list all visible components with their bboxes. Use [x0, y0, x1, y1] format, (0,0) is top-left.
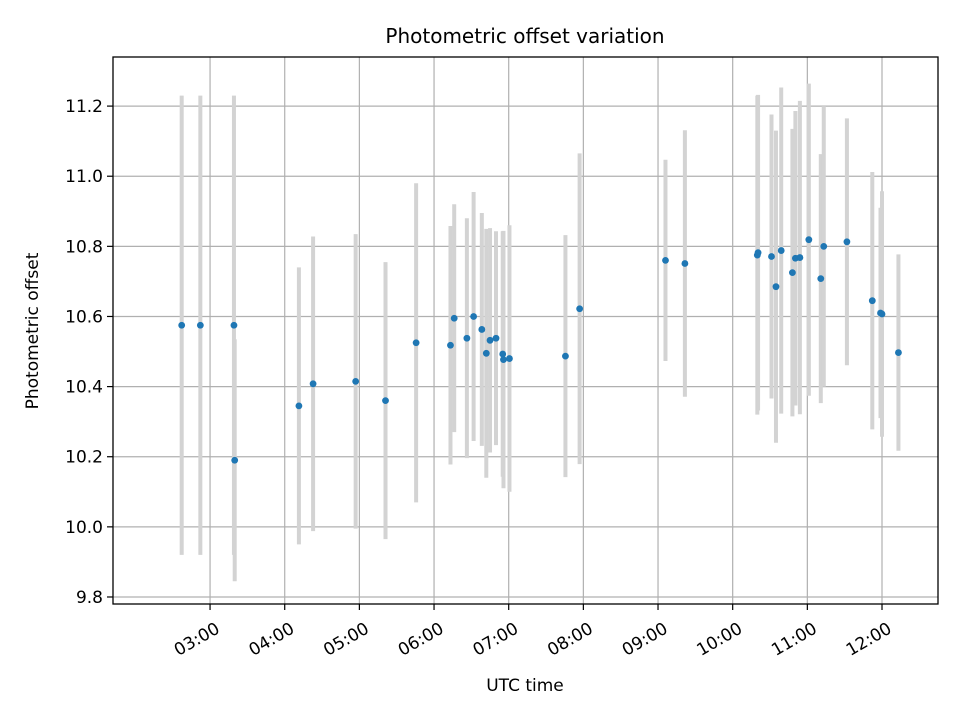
marker-layer — [178, 236, 902, 464]
data-point — [482, 349, 490, 357]
y-tick-label: 11.0 — [65, 167, 103, 187]
data-point — [789, 269, 796, 277]
data-point — [478, 326, 486, 333]
data-point — [843, 238, 851, 246]
data-point — [506, 355, 513, 362]
data-point — [805, 236, 813, 244]
y-tick-label: 11.2 — [65, 97, 103, 117]
data-point — [878, 310, 886, 318]
x-axis-label: UTC time — [486, 676, 564, 696]
data-point — [681, 260, 689, 267]
plot-area — [113, 57, 938, 604]
data-point — [295, 402, 303, 410]
data-point — [895, 349, 902, 356]
data-point — [777, 247, 785, 254]
data-point — [486, 336, 494, 344]
data-point — [820, 242, 828, 250]
data-point — [492, 334, 500, 342]
plot-frame — [112, 56, 939, 605]
y-tick-label: 10.0 — [65, 518, 103, 538]
y-tick-label: 10.8 — [65, 237, 103, 257]
data-point — [463, 334, 471, 342]
y-tick-label: 10.6 — [65, 307, 103, 327]
y-tick-label: 9.8 — [76, 588, 103, 608]
data-point — [817, 275, 825, 283]
data-point — [754, 249, 762, 257]
y-tick-label: 10.4 — [65, 378, 103, 398]
data-point — [499, 350, 507, 358]
data-point — [768, 253, 775, 260]
data-point — [412, 339, 420, 347]
data-point — [470, 313, 478, 320]
data-point — [576, 305, 584, 313]
data-point — [309, 380, 317, 388]
y-axis-label: Photometric offset — [23, 252, 43, 409]
data-point — [796, 254, 804, 261]
data-point — [352, 377, 360, 385]
data-point — [196, 321, 204, 329]
data-point — [231, 456, 239, 464]
y-axis-ticks: 9.8 10.0 10.2 10.4 10.6 10.8 11.0 11.2 — [65, 97, 113, 608]
y-tick-label: 10.2 — [65, 448, 103, 468]
data-point — [447, 341, 454, 349]
data-point — [450, 314, 458, 322]
data-point — [868, 297, 876, 305]
data-point — [500, 356, 507, 364]
data-point — [382, 397, 389, 405]
data-point — [178, 321, 186, 329]
data-point — [662, 256, 669, 264]
data-point — [772, 283, 780, 291]
chart-title: Photometric offset variation — [385, 24, 664, 48]
data-point — [562, 352, 569, 360]
data-point — [230, 321, 238, 329]
